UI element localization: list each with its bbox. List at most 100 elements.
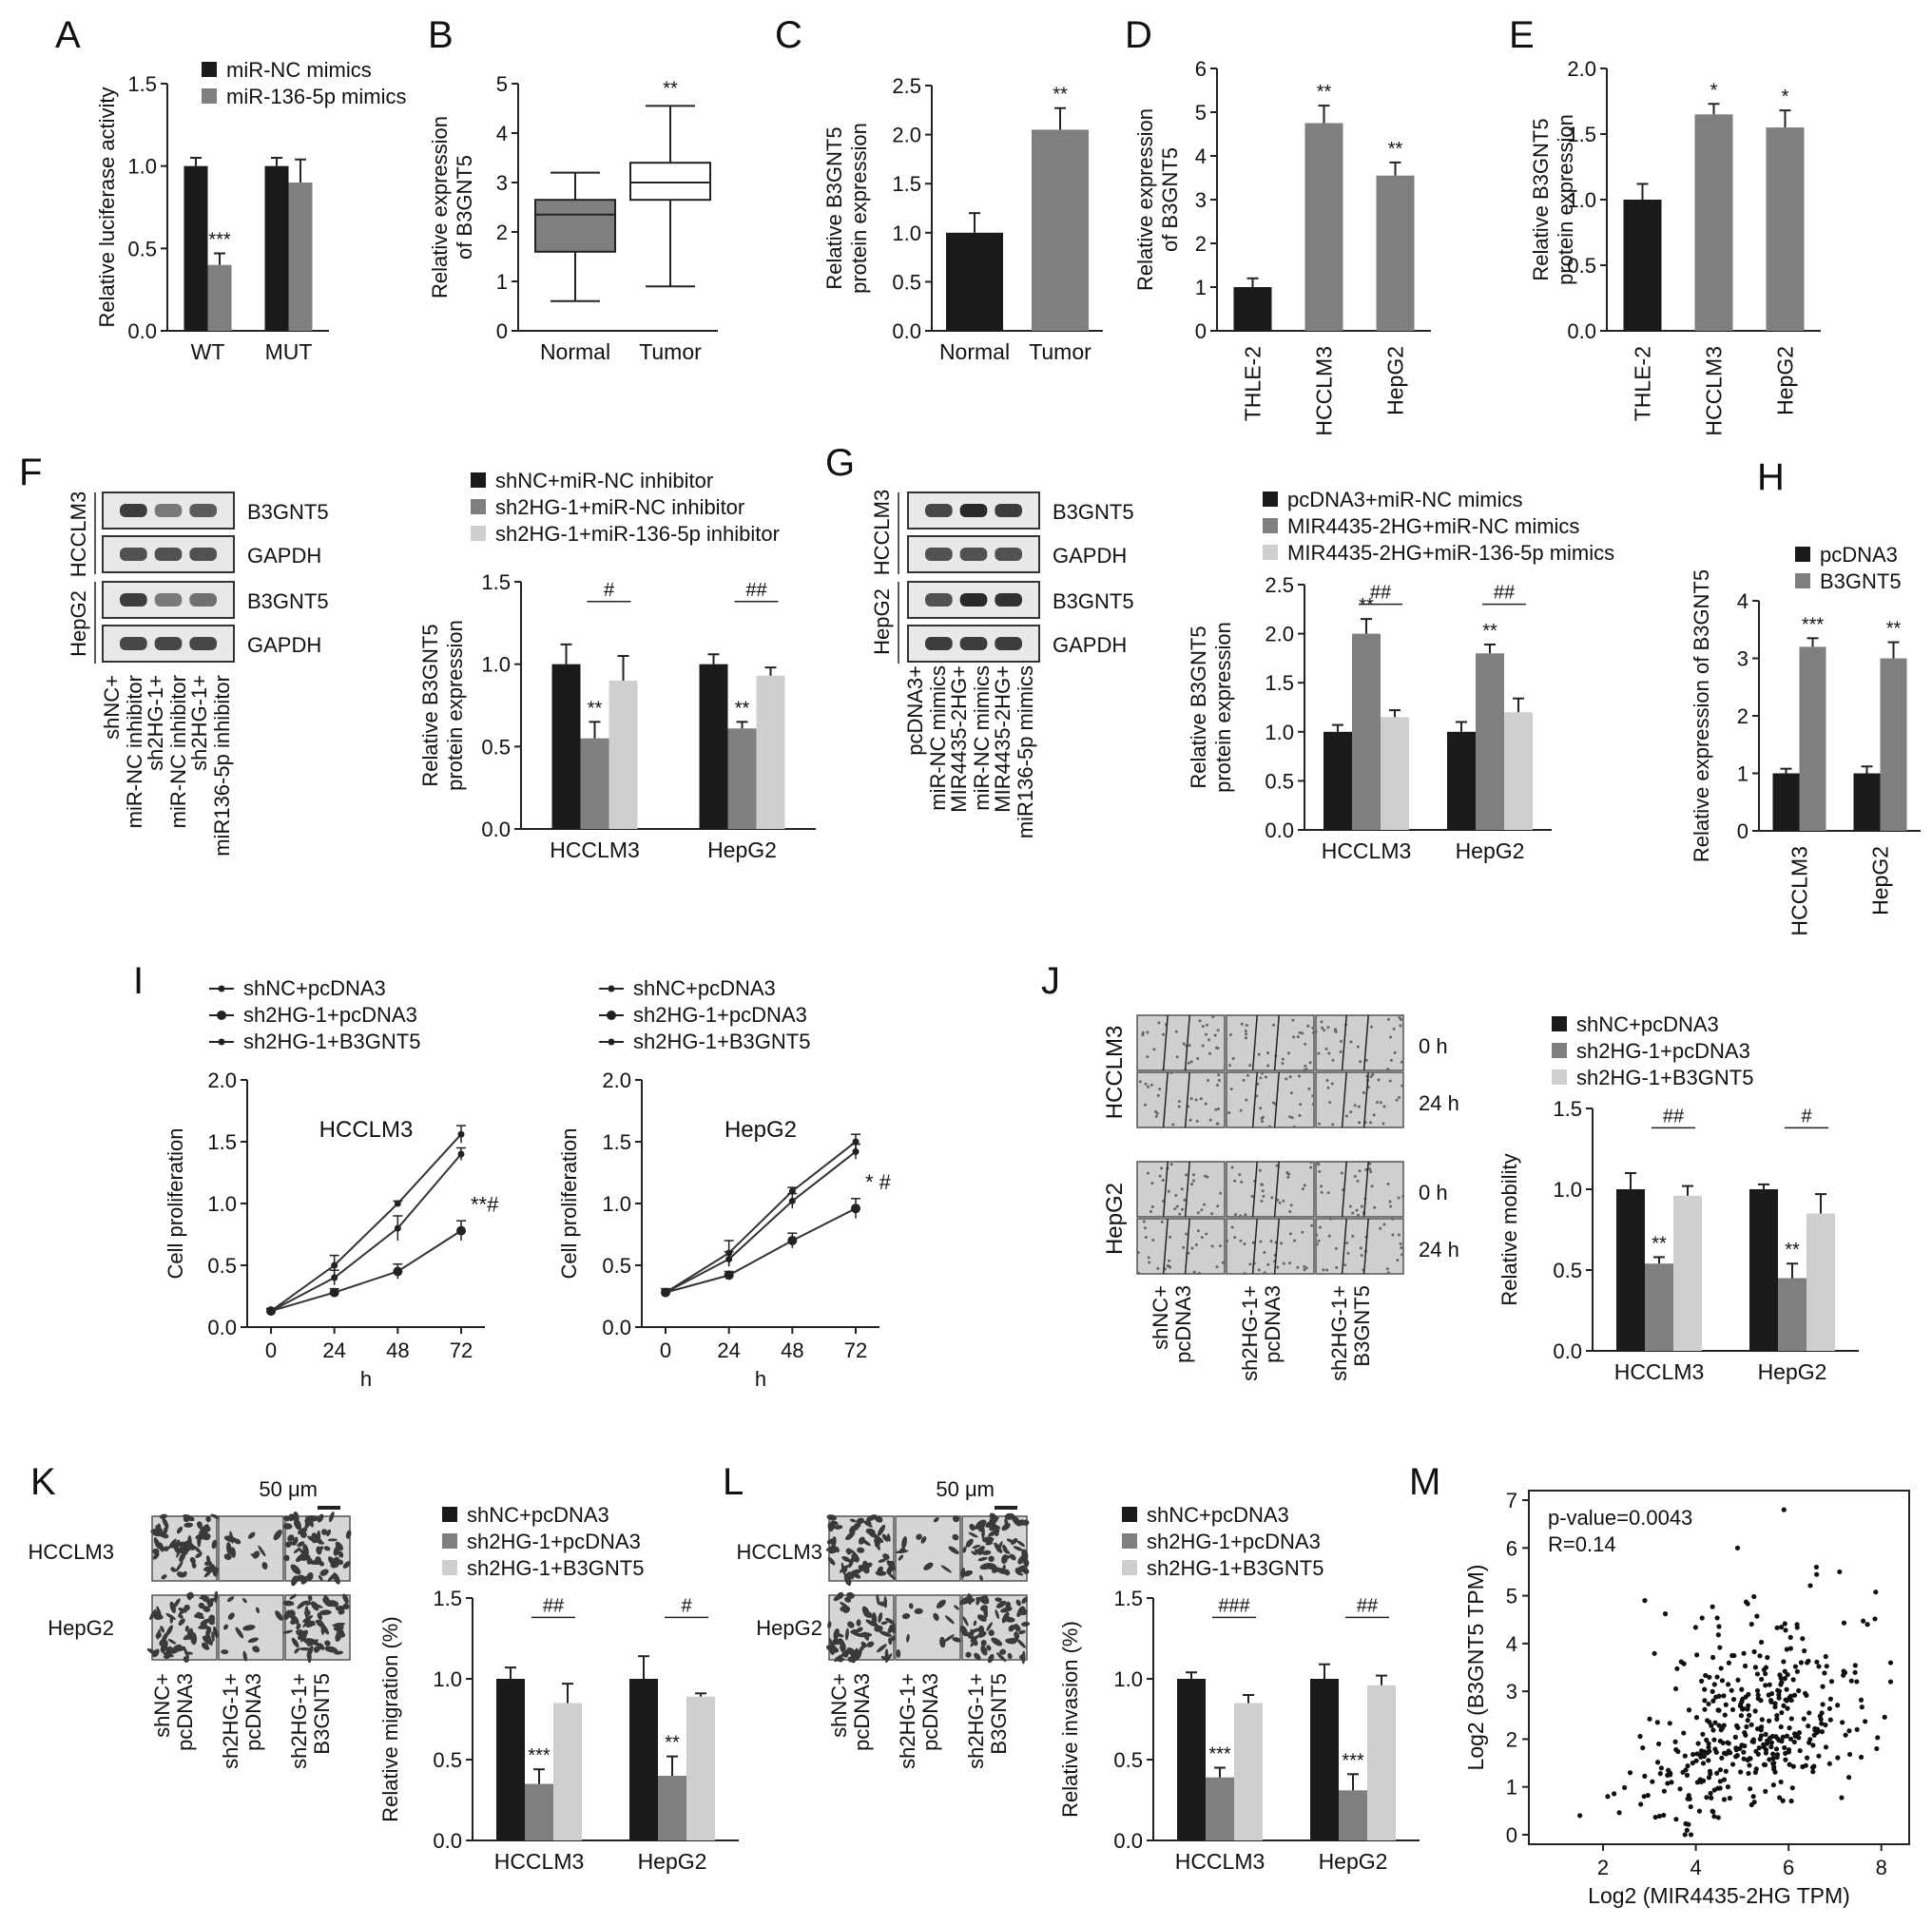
cell-speck <box>1327 1051 1331 1055</box>
row-label: HepG2 <box>1102 1183 1128 1255</box>
scatter-point <box>1715 1785 1721 1791</box>
cell <box>847 1549 853 1555</box>
cell-speck <box>1174 1194 1178 1198</box>
cell <box>843 1573 852 1587</box>
cell-speck <box>1240 1022 1244 1026</box>
significance-mark: ## <box>1663 1106 1685 1127</box>
cell <box>205 1627 212 1637</box>
scatter-point <box>1738 1769 1744 1775</box>
legend-label: sh2HG-1+miR-NC inhibitor <box>495 495 744 519</box>
cell <box>983 1538 992 1543</box>
scatter-point <box>1729 1687 1734 1693</box>
cell-speck <box>1187 1251 1190 1255</box>
cell <box>1023 1558 1030 1568</box>
significance-mark: ** <box>735 698 750 719</box>
scatter-point <box>1716 1624 1722 1629</box>
cell-speck <box>1399 1242 1402 1245</box>
cell <box>988 1529 1000 1537</box>
cell <box>974 1549 982 1555</box>
blot-band <box>154 548 183 561</box>
y-tick-label: 3 <box>496 171 508 195</box>
legend-label: sh2HG-1+pcDNA3 <box>633 1003 807 1027</box>
y-tick-label: 1.0 <box>1553 1178 1582 1202</box>
scatter-point <box>1783 1627 1788 1633</box>
cell <box>342 1561 351 1569</box>
cell-speck <box>1281 1062 1285 1066</box>
scatter-point <box>1783 1757 1788 1762</box>
scatter-point <box>1887 1679 1894 1685</box>
cell <box>944 1615 955 1625</box>
cell <box>196 1611 203 1620</box>
lane-label: sh2HG-1+ <box>964 1673 988 1769</box>
scatter-point <box>1699 1678 1705 1684</box>
blot-band <box>154 593 183 607</box>
cell <box>206 1597 215 1606</box>
cell <box>914 1608 923 1614</box>
blot-protein-label: GAPDH <box>247 633 321 657</box>
blot-band <box>995 593 1022 607</box>
legend-label: sh2HG-1+pcDNA3 <box>1147 1530 1321 1553</box>
scatter-point <box>1777 1795 1783 1801</box>
cell-speck <box>1167 1189 1170 1193</box>
scatter-point <box>1806 1723 1811 1729</box>
legend-swatch <box>202 88 217 104</box>
bar <box>699 664 728 829</box>
scatter-point <box>1743 1599 1749 1605</box>
data-point <box>852 1147 860 1155</box>
scatter-point <box>1757 1653 1763 1659</box>
cell <box>307 1619 316 1627</box>
cell-speck <box>1243 1242 1246 1246</box>
scatter-point <box>1735 1677 1741 1683</box>
cell <box>965 1651 972 1658</box>
y-tick-label: 0.5 <box>892 270 921 294</box>
scatter-point <box>1717 1767 1724 1773</box>
bar <box>264 165 289 331</box>
cell <box>943 1634 955 1643</box>
cell-speck <box>1377 1078 1381 1082</box>
cell-speck <box>1289 1091 1293 1095</box>
blot-protein-label: B3GNT5 <box>247 500 329 524</box>
cell <box>212 1570 218 1577</box>
cell-speck <box>1301 1187 1304 1191</box>
cell <box>161 1632 168 1645</box>
scatter-point <box>1791 1692 1798 1698</box>
cell <box>885 1617 895 1625</box>
cell <box>952 1515 960 1523</box>
cell <box>996 1652 1007 1663</box>
cell-speck <box>1216 1204 1220 1208</box>
scatter-point <box>1794 1625 1800 1630</box>
cell <box>874 1625 883 1632</box>
scatter-point <box>1710 1808 1715 1814</box>
data-point <box>456 1225 466 1236</box>
scatter-point <box>1747 1712 1752 1718</box>
scatter-point <box>1681 1730 1687 1736</box>
y-tick-label: 0.5 <box>1567 254 1596 278</box>
cell-speck <box>1261 1189 1265 1193</box>
cell <box>920 1536 927 1544</box>
cell-speck <box>1214 1046 1218 1050</box>
cell <box>203 1560 212 1566</box>
cell <box>1019 1606 1026 1612</box>
scatter-point <box>1804 1755 1810 1761</box>
legend-swatch <box>1552 1069 1567 1085</box>
cell-speck <box>1194 1242 1198 1246</box>
cell-speck <box>1198 1019 1202 1023</box>
cell-speck <box>1261 1071 1265 1075</box>
y-tick-label: 5 <box>1195 101 1207 125</box>
scatter-point <box>1735 1724 1741 1731</box>
cell <box>160 1626 164 1633</box>
y-tick-label: 1.0 <box>1567 188 1596 212</box>
cell <box>203 1566 212 1572</box>
cell <box>986 1645 992 1651</box>
cell-speck <box>1379 1101 1382 1105</box>
cell <box>326 1529 332 1537</box>
cell <box>888 1637 893 1646</box>
y-axis-label: protein expression <box>443 620 467 791</box>
scatter-point <box>1729 1762 1736 1767</box>
cell <box>183 1647 189 1659</box>
bar <box>1645 1263 1673 1351</box>
lane-label: B3GNT5 <box>310 1673 334 1755</box>
cell <box>1021 1549 1029 1561</box>
cell-speck <box>1356 1179 1360 1183</box>
y-tick-label: 0.5 <box>481 735 511 759</box>
